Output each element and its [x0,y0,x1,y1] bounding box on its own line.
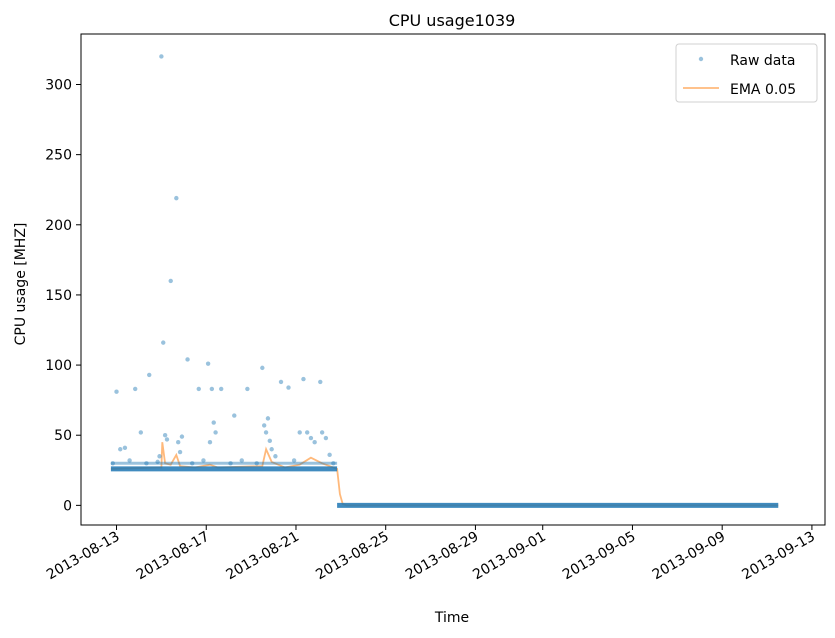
raw-data-point [301,376,306,382]
raw-data-point [308,435,314,441]
raw-data-point [168,278,173,284]
raw-data-point [138,430,144,435]
raw-data-point [162,433,168,438]
raw-data-point [161,340,166,345]
raw-data-point [319,430,325,435]
raw-data-point [133,386,138,392]
raw-data-point [269,447,274,452]
raw-data-point [331,461,336,466]
y-axis-label: CPU usage [MHZ] [13,223,29,346]
raw-data-point [114,389,119,394]
raw-data-point [232,413,237,418]
raw-data-point [201,458,206,463]
raw-data-point [278,379,284,385]
raw-data-point [174,195,179,201]
y-tick-label: 0 [63,498,72,514]
raw-data-point [291,458,297,463]
raw-data-point [185,357,190,362]
raw-data-point [323,435,329,441]
raw-data-point [245,386,250,392]
legend-raw-marker [698,56,704,62]
y-tick-label: 50 [54,428,72,444]
ema-series-line [110,442,779,507]
raw-data-point [127,458,132,463]
raw-data-point [304,430,310,435]
raw-data-point [144,461,149,466]
raw-data-point [273,454,278,459]
raw-data-point [263,430,269,435]
raw-data-point [219,386,224,392]
x-axis-label: Time [434,610,469,626]
raw-data-point [254,461,259,466]
raw-data-point [205,361,211,366]
raw-data-point [260,365,265,371]
raw-data-point [312,440,317,445]
raw-data-point [147,372,152,378]
raw-data-point [239,458,244,463]
raw-data-point [211,420,216,425]
plot-frame [80,33,826,526]
raw-data-point [159,54,164,59]
raw-data-point [265,416,271,421]
raw-data-point [110,461,115,466]
raw-data-point [157,454,162,459]
raw-data-point [261,423,267,428]
raw-data-point [164,437,170,442]
raw-data-point [118,447,123,452]
raw-data-point [213,430,218,435]
raw-data-point [286,385,291,390]
y-tick-label: 250 [45,148,72,164]
legend-ema-label: EMA 0.05 [730,82,796,98]
raw-data-point [196,386,201,392]
raw-data-point [207,440,213,445]
y-tick-label: 200 [45,218,72,234]
raw-data-point [327,452,332,458]
y-tick-label: 150 [45,288,72,304]
chart-title: CPU usage1039 [389,11,516,30]
legend-raw-label: Raw data [730,53,795,69]
raw-data-point [179,434,185,439]
y-tick-label: 100 [45,358,72,374]
raw-data-point [190,461,195,466]
raw-data-point [122,445,128,451]
raw-data-point [318,379,323,385]
raw-data-point [177,449,183,455]
raw-data-point [176,440,181,445]
raw-data-point [297,430,302,435]
raw-data-point [155,459,160,465]
raw-data-point [267,438,273,444]
raw-data-point [209,386,215,392]
raw-data-point [228,461,233,466]
y-tick-label: 300 [45,78,72,94]
